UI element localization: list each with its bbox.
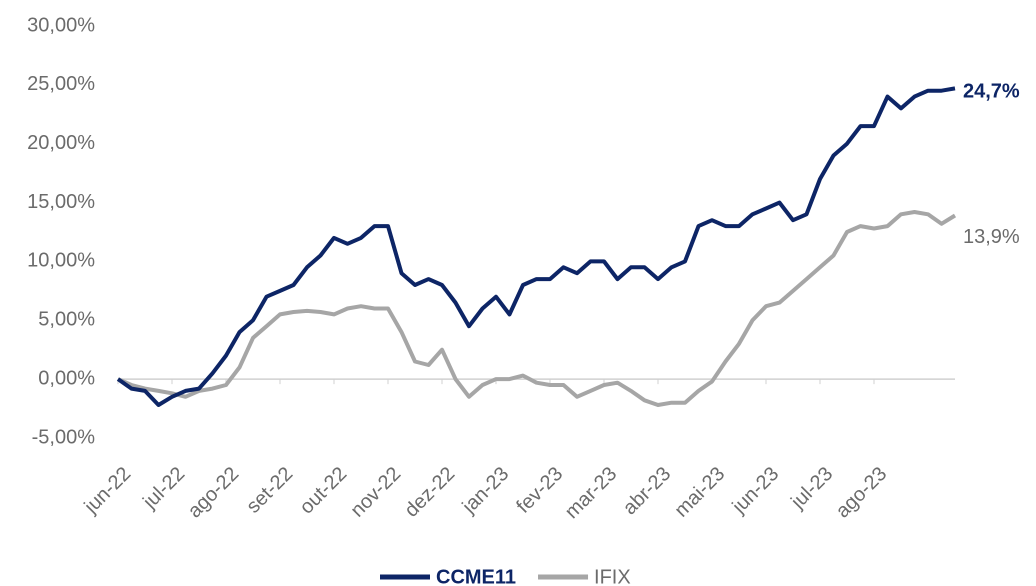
x-tick-label: jan-23 [458, 463, 514, 519]
x-tick-label: abr-23 [619, 463, 675, 519]
y-tick-label: 30,00% [27, 14, 95, 36]
x-tick-label: jul-22 [138, 463, 189, 514]
x-tick-label: out-22 [296, 463, 352, 519]
legend-label: CCME11 [436, 566, 516, 586]
x-tick-label: dez-22 [400, 463, 459, 522]
x-tick-label: ago-23 [832, 463, 892, 523]
x-tick-label: ago-22 [184, 463, 244, 523]
y-tick-label: 10,00% [27, 250, 95, 272]
x-tick-label: mar-23 [561, 463, 621, 523]
y-tick-label: 15,00% [27, 191, 95, 213]
legend-label: IFIX [594, 566, 631, 586]
y-tick-label: 0,00% [38, 367, 95, 389]
y-tick-label: -5,00% [32, 426, 96, 448]
y-tick-label: 25,00% [27, 73, 95, 95]
y-tick-label: 20,00% [27, 132, 95, 154]
series-line [117, 210, 957, 407]
end-label: 24,7% [963, 81, 1020, 103]
x-tick-label: set-22 [242, 463, 297, 518]
x-tick-label: jun-23 [728, 463, 784, 519]
x-tick-label: jun-22 [80, 463, 136, 519]
x-tick-label: mai-23 [670, 463, 729, 522]
series-line [116, 86, 956, 407]
end-label: 13,9% [963, 226, 1020, 248]
x-tick-label: fev-23 [512, 463, 567, 518]
x-tick-label: jul-23 [786, 463, 837, 514]
x-tick-label: nov-22 [346, 463, 405, 522]
y-tick-label: 5,00% [38, 309, 95, 331]
